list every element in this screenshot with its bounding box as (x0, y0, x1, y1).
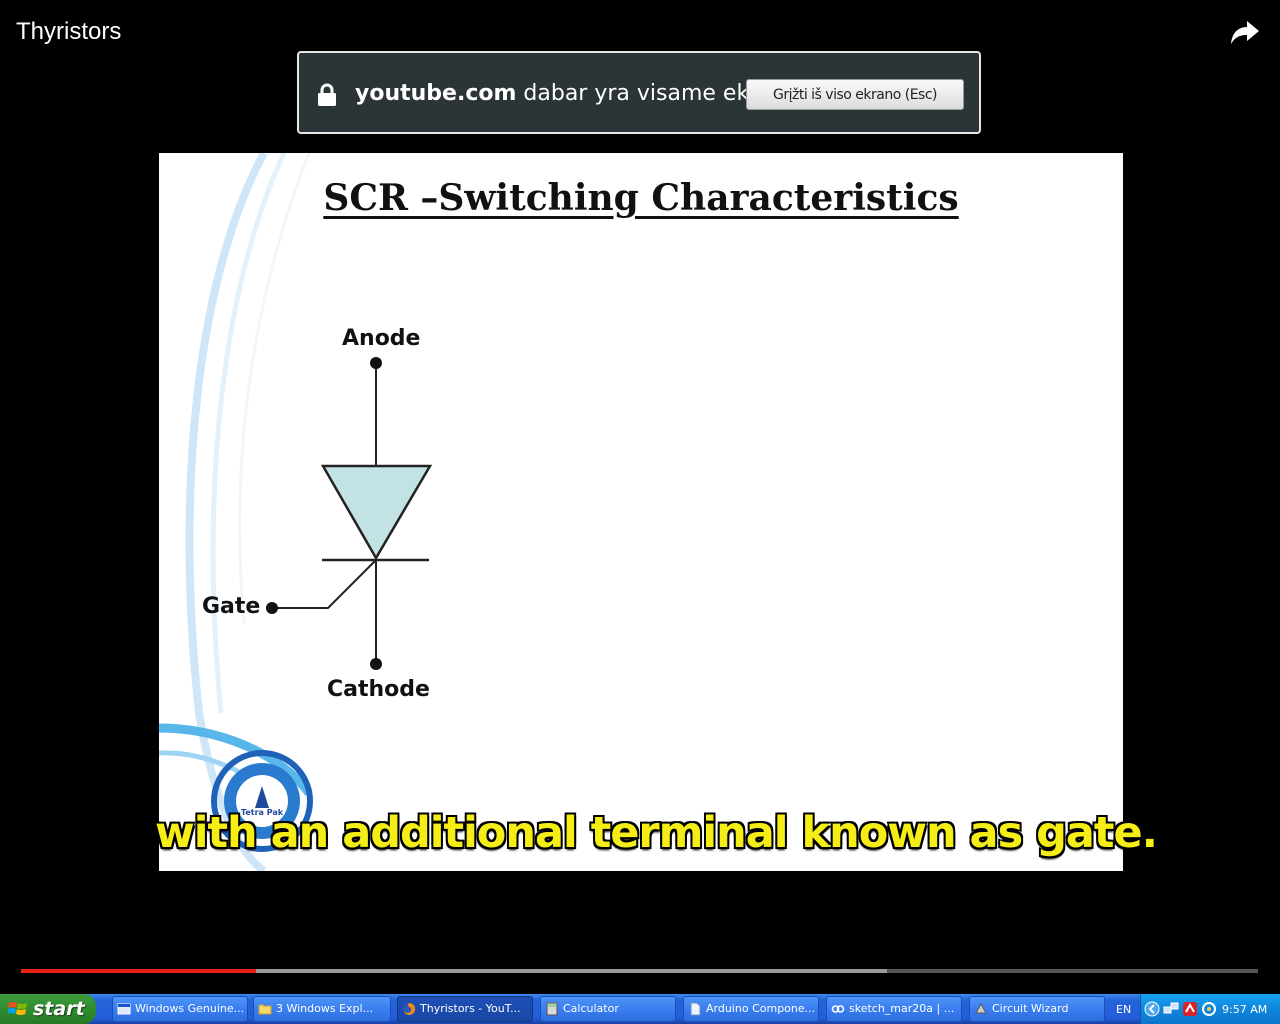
fullscreen-message: youtube.com dabar yra visame ekrane (355, 81, 799, 106)
progress-buffered (21, 969, 887, 973)
taskbar: start Windows Genuine... 3 Windows Expl.… (0, 994, 1280, 1024)
fullscreen-notice: youtube.com dabar yra visame ekrane Grįž… (297, 51, 981, 134)
windows-flag-icon (8, 1002, 27, 1015)
taskbar-item-arduino-sketch[interactable]: sketch_mar20a | ... (826, 996, 962, 1022)
taskbar-item-label: Circuit Wizard (992, 1002, 1069, 1015)
taskbar-item-windows-genuine[interactable]: Windows Genuine... (112, 996, 248, 1022)
taskbar-item-calculator[interactable]: Calculator (540, 996, 676, 1022)
start-label: start (33, 998, 85, 1020)
anode-label: Anode (342, 326, 421, 351)
video-caption: with an additional terminal known as gat… (155, 808, 1158, 858)
taskbar-item-label: Thyristors - YouT... (420, 1002, 521, 1015)
document-icon (690, 1002, 701, 1016)
progress-bar[interactable] (21, 969, 1258, 973)
gate-label: Gate (202, 594, 261, 619)
taskbar-item-label: sketch_mar20a | ... (849, 1002, 955, 1015)
share-arrow-icon[interactable] (1230, 20, 1260, 46)
taskbar-item-thyristors-youtube[interactable]: Thyristors - YouT... (397, 996, 533, 1022)
system-tray (1140, 994, 1280, 1024)
exit-fullscreen-button[interactable]: Grįžti iš viso ekrano (Esc) (746, 79, 964, 110)
window-app-icon (117, 1003, 131, 1015)
update-icon[interactable] (1201, 1001, 1217, 1017)
video-title: Thyristors (16, 18, 122, 45)
language-indicator[interactable]: EN (1116, 1003, 1132, 1016)
taskbar-item-label: Calculator (563, 1002, 619, 1015)
slide-decoration: Tetra Pak (159, 153, 433, 871)
taskbar-item-windows-explorer[interactable]: 3 Windows Expl... (253, 996, 391, 1022)
slide-title: SCR –Switching Characteristics (323, 177, 959, 219)
progress-played (21, 969, 257, 973)
firefox-icon (403, 1002, 416, 1015)
taskbar-item-label: 3 Windows Expl... (276, 1002, 374, 1015)
taskbar-item-label: Windows Genuine... (135, 1002, 245, 1015)
taskbar-item-label: Arduino Compone... (706, 1002, 816, 1015)
tetra-pak-logo: Tetra Pak (211, 750, 313, 852)
clock: 9:57 AM (1222, 1003, 1268, 1016)
arduino-icon (831, 1005, 845, 1013)
video-frame[interactable]: Tetra Pak SCR –Switching Characteristics… (159, 153, 1123, 871)
calculator-icon (546, 1002, 558, 1016)
taskbar-item-circuit-wizard[interactable]: Circuit Wizard (969, 996, 1105, 1022)
taskbar-item-arduino-components[interactable]: Arduino Compone... (683, 996, 819, 1022)
circuit-wizard-icon (975, 1002, 987, 1014)
network-icon[interactable] (1163, 1001, 1179, 1017)
fullscreen-domain: youtube.com (355, 81, 517, 106)
start-button[interactable]: start (0, 994, 96, 1024)
cathode-label: Cathode (327, 677, 430, 702)
tray-expand-icon[interactable] (1144, 1001, 1160, 1017)
folder-icon (258, 1004, 272, 1015)
svg-text:Tetra Pak: Tetra Pak (241, 808, 284, 817)
scr-symbol (266, 357, 433, 670)
lock-icon (318, 83, 336, 106)
antivirus-icon[interactable] (1182, 1001, 1198, 1017)
